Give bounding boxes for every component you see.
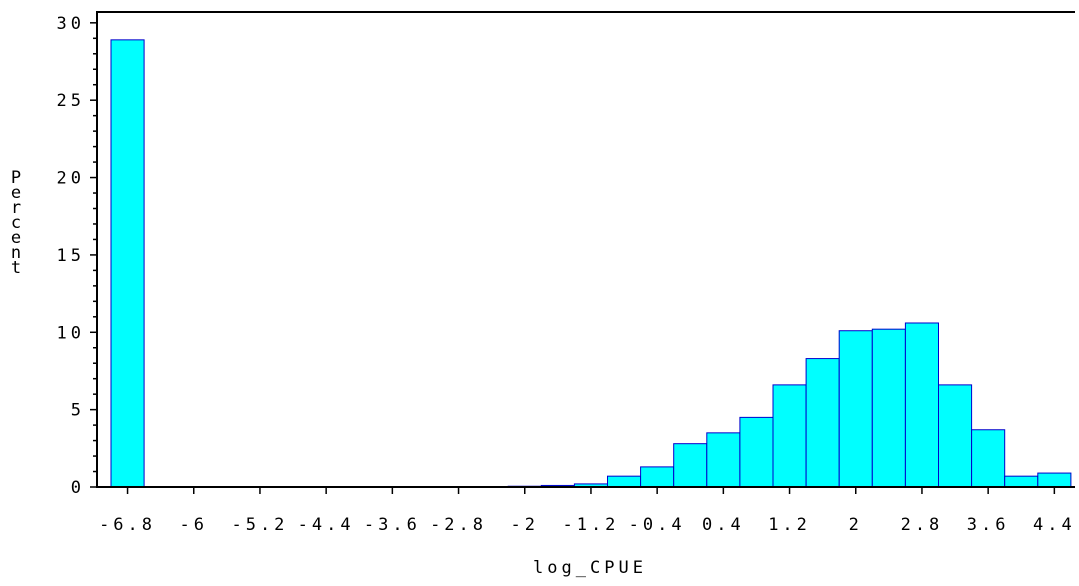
x-tick-label: 2.8 <box>901 515 944 535</box>
histogram-bar <box>871 328 906 488</box>
histogram-bar <box>904 322 940 488</box>
y-tick-label: 25 <box>57 91 85 111</box>
y-tick-label: 20 <box>57 169 85 189</box>
labels-layer: 0 5 10 15 20 25 30 -6.8 -6 -5.2 -4.4 -3.6 -2.8 -2 -1.2… <box>57 14 1076 535</box>
y-tick-label: 10 <box>57 323 85 343</box>
x-tick-label: -2.8 <box>430 515 487 535</box>
bars-layer <box>110 39 1072 488</box>
histogram-bar <box>640 466 675 488</box>
histogram-bar <box>838 330 873 488</box>
axes-layer <box>90 11 1075 494</box>
x-tick-label: -2 <box>511 515 539 535</box>
x-tick-label: -1.2 <box>562 515 619 535</box>
y-tick-label: 0 <box>71 478 85 498</box>
histogram-bar <box>1004 475 1039 488</box>
axes-frame <box>96 11 1075 488</box>
x-tick-label: 1.2 <box>768 515 811 535</box>
x-tick-label: -3.6 <box>364 515 421 535</box>
histogram-bar <box>706 432 741 488</box>
histogram-bar <box>938 384 973 488</box>
histogram-bar <box>739 416 774 488</box>
x-tick-label: -0.4 <box>629 515 686 535</box>
y-tick-label: 30 <box>57 14 85 34</box>
histogram-bar <box>110 39 145 488</box>
histogram-bar <box>805 358 840 488</box>
x-tick-label: -5.2 <box>231 515 288 535</box>
y-tick-label: 15 <box>57 246 85 266</box>
histogram-bar <box>772 384 807 488</box>
x-tick-label: 4.4 <box>1033 515 1076 535</box>
x-tick-label: 2 <box>849 515 863 535</box>
x-axis-title: log_CPUE <box>533 558 647 578</box>
y-tick-label: 5 <box>71 401 85 421</box>
histogram-bar <box>1037 472 1072 488</box>
histogram-bar <box>971 429 1006 488</box>
x-tick-label: 0.4 <box>702 515 745 535</box>
x-tick-label: 3.6 <box>967 515 1010 535</box>
histogram-bar <box>607 475 642 488</box>
x-tick-label: -6 <box>180 515 208 535</box>
x-tick-label: -4.4 <box>298 515 355 535</box>
histogram-bar <box>673 443 708 488</box>
x-tick-label: -6.8 <box>99 515 156 535</box>
